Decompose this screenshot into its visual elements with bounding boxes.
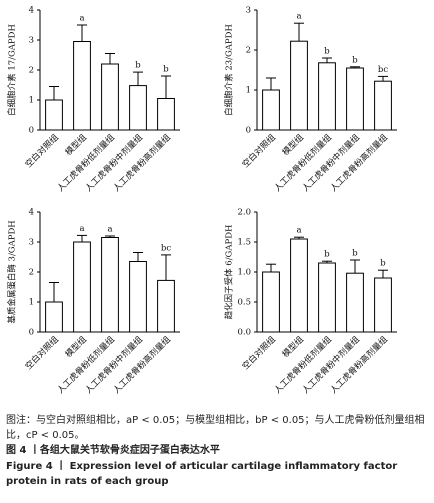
y-tick-label: 2 bbox=[29, 66, 34, 76]
y-tick-label: 3 bbox=[246, 6, 251, 16]
y-axis-label: 基质金属蛋白酶 3/GAPDH bbox=[7, 220, 18, 323]
bar bbox=[346, 67, 364, 131]
bar bbox=[318, 262, 336, 333]
bar bbox=[290, 40, 308, 131]
significance-label: b bbox=[352, 249, 358, 259]
bar bbox=[45, 301, 63, 333]
y-tick-label: 1.5 bbox=[237, 238, 251, 248]
y-tick-label: 1 bbox=[29, 96, 34, 106]
bar bbox=[374, 277, 392, 333]
y-tick-label: 0.5 bbox=[237, 298, 251, 308]
figure: 白细胞介素 17/GAPDH01234空白对照组a模型组人工虎骨粉低剂量组b人工… bbox=[7, 6, 397, 396]
bar bbox=[101, 237, 119, 333]
significance-label: a bbox=[296, 226, 301, 236]
y-tick-label: 4 bbox=[29, 208, 34, 218]
y-axis-label: 白细胞介素 23/GAPDH bbox=[224, 24, 235, 116]
bar bbox=[129, 85, 147, 131]
bar bbox=[290, 238, 308, 333]
y-tick-label: 1 bbox=[29, 298, 34, 308]
x-tick-label: 模型组 bbox=[280, 334, 306, 360]
significance-label: bc bbox=[378, 65, 388, 75]
bar bbox=[45, 99, 63, 131]
caption-cn: 图 4 丨各组大鼠关节软骨炎症因子蛋白表达水平 bbox=[6, 445, 220, 456]
bar bbox=[129, 261, 147, 333]
significance-label: b bbox=[135, 61, 141, 71]
y-tick-label: 2 bbox=[29, 268, 34, 278]
y-axis-label: 白细胞介素 17/GAPDH bbox=[7, 24, 18, 116]
figure-note: 图注：与空白对照组相比，aP < 0.05；与模型组相比，bP < 0.05；与… bbox=[6, 415, 425, 441]
bar bbox=[374, 80, 392, 131]
x-tick-label: 空白对照组 bbox=[240, 132, 278, 170]
y-tick-label: 3 bbox=[29, 238, 34, 248]
y-tick-label: 2.0 bbox=[237, 208, 251, 218]
y-tick-label: 3 bbox=[29, 36, 34, 46]
x-tick-label: 空白对照组 bbox=[23, 334, 61, 372]
x-tick-label: 模型组 bbox=[280, 132, 306, 158]
y-tick-label: 2 bbox=[246, 46, 251, 56]
y-tick-label: 0.0 bbox=[237, 328, 251, 338]
y-axis-label: 趋化因子受体 6/GAPDH bbox=[224, 225, 235, 320]
bar bbox=[157, 98, 175, 131]
bar bbox=[73, 41, 91, 131]
significance-label: b bbox=[324, 47, 330, 57]
x-tick-label: 空白对照组 bbox=[23, 132, 61, 170]
significance-label: b bbox=[352, 55, 358, 65]
bar bbox=[101, 63, 119, 131]
y-tick-label: 4 bbox=[29, 6, 34, 16]
significance-label: a bbox=[79, 14, 84, 24]
bar bbox=[262, 271, 280, 333]
bar bbox=[318, 62, 336, 131]
significance-label: bc bbox=[161, 243, 171, 253]
caption-en: Figure 4 丨 Expression level of articular… bbox=[6, 461, 398, 487]
significance-label: b bbox=[163, 65, 169, 75]
y-tick-label: 0 bbox=[246, 126, 251, 136]
x-tick-label: 模型组 bbox=[63, 334, 89, 360]
x-tick-label: 空白对照组 bbox=[240, 334, 278, 372]
significance-label: b bbox=[380, 259, 386, 269]
y-tick-label: 1 bbox=[246, 86, 251, 96]
bar bbox=[346, 272, 364, 333]
y-tick-label: 0 bbox=[29, 126, 34, 136]
y-tick-label: 0 bbox=[29, 328, 34, 338]
significance-label: b bbox=[324, 250, 330, 260]
significance-label: a bbox=[296, 12, 301, 22]
x-tick-label: 模型组 bbox=[63, 132, 89, 158]
bar bbox=[262, 89, 280, 131]
significance-label: a bbox=[79, 224, 84, 234]
bar bbox=[157, 279, 175, 333]
significance-label: a bbox=[107, 225, 112, 235]
bar bbox=[73, 241, 91, 333]
y-tick-label: 1.0 bbox=[237, 268, 251, 278]
